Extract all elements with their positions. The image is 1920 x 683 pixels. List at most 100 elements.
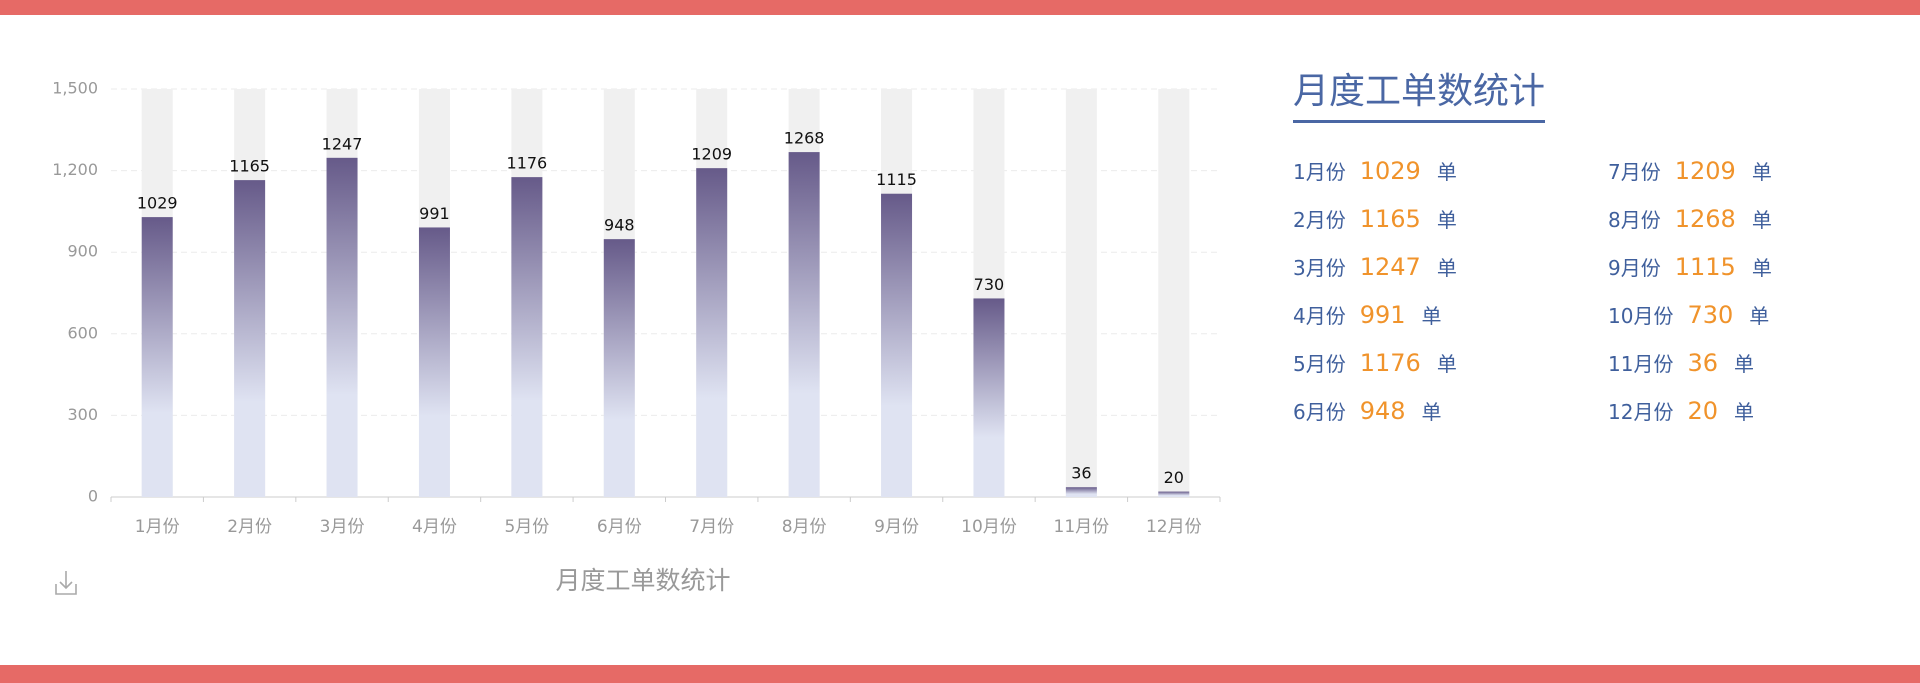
summary-row: 1月份 1029 单 [1293,156,1457,185]
summary-unit: 单 [1751,160,1772,184]
y-tick-label: 300 [67,405,98,424]
bar [696,168,728,498]
bar [1065,487,1097,497]
bar [511,177,543,498]
bar [603,239,635,498]
value-label: 1165 [229,157,270,176]
value-label: 1209 [691,145,732,164]
summary-label: 10月份 [1608,304,1674,328]
bar-track [1158,89,1190,497]
x-tick-label: 9月份 [874,517,919,537]
x-tick-label: 3月份 [320,517,365,537]
x-tick-label: 2月份 [227,517,272,537]
summary-value: 36 [1687,349,1718,377]
x-tick-label: 6月份 [597,517,642,537]
summary-row: 8月份 1268 单 [1608,204,1772,233]
summary-label: 6月份 [1293,400,1346,424]
summary-value: 730 [1687,301,1734,329]
download-arrow [59,571,73,590]
value-label: 948 [604,216,635,235]
bar [418,227,450,497]
summary-label: 7月份 [1608,160,1661,184]
summary-label: 8月份 [1608,208,1661,232]
x-tick-label: 4月份 [412,517,457,537]
summary-value: 1209 [1674,157,1736,185]
bar [788,152,820,497]
summary-value: 1268 [1674,205,1736,233]
summary-unit: 单 [1421,304,1442,328]
summary-row: 2月份 1165 单 [1293,204,1457,233]
y-tick-label: 0 [88,487,98,506]
value-label: 1176 [507,154,548,173]
summary-unit: 单 [1436,160,1457,184]
summary-unit: 单 [1734,400,1754,424]
summary-row: 10月份 730 单 [1608,300,1769,329]
value-label: 1247 [322,134,363,153]
chart: 月度工单数统计 0 300 600 900 1,200 1,500 1月份 1029 2月份 11… [52,79,1221,595]
summary-unit: 单 [1751,256,1772,280]
summary-row: 4月份 991 单 [1293,300,1442,329]
summary-unit: 单 [1734,352,1754,376]
summary-row: 3月份 1247 单 [1293,252,1457,281]
value-label: 991 [419,204,450,223]
summary-unit: 单 [1436,208,1457,232]
summary-unit: 单 [1749,304,1770,328]
x-tick-label: 1月份 [135,517,180,537]
summary-label: 4月份 [1293,304,1346,328]
summary-unit: 单 [1751,208,1772,232]
summary-value: 991 [1359,301,1406,329]
summary-unit: 单 [1436,352,1457,376]
value-label: 1268 [784,129,825,148]
summary-unit: 单 [1421,400,1442,424]
top-band [0,0,1920,15]
bottom-band [0,665,1920,683]
summary-row: 11月份 36 单 [1608,348,1754,377]
summary-label: 3月份 [1293,256,1346,280]
bar-track [1065,89,1097,497]
x-tick-label: 12月份 [1146,517,1202,537]
value-label: 1115 [876,170,917,189]
value-label: 730 [974,275,1005,294]
summary-value: 1247 [1359,253,1421,281]
download-icon[interactable] [55,571,77,595]
summary-value: 948 [1359,397,1406,425]
summary-row: 7月份 1209 单 [1608,156,1772,185]
summary-label: 12月份 [1608,400,1674,424]
summary-value: 1176 [1359,349,1421,377]
download-tray [55,584,77,595]
summary-label: 9月份 [1608,256,1661,280]
y-tick-label: 900 [67,242,98,261]
summary-value: 1165 [1359,205,1421,233]
summary-panel: 月度工单数统计 1月份 1029 单 2月份 1165 单 3月份 1247 单 4月份 991 单 5… [1293,62,1893,425]
summary-row: 6月份 948 单 [1293,396,1442,425]
x-tick-label: 7月份 [689,517,734,537]
summary-label: 1月份 [1293,160,1346,184]
chart-title: 月度工单数统计 [555,566,730,595]
y-tick-label: 1,500 [52,79,98,98]
bar [881,193,913,497]
summary-label: 11月份 [1608,352,1674,376]
summary-value: 20 [1687,397,1718,425]
summary-title: 月度工单数统计 [1293,62,1546,123]
x-tick-label: 8月份 [782,517,827,537]
value-label: 20 [1164,468,1184,487]
y-tick-label: 1,200 [52,160,98,179]
summary-unit: 单 [1436,256,1457,280]
x-tick-label: 11月份 [1054,517,1110,537]
summary-value: 1115 [1674,253,1736,281]
value-label: 1029 [137,194,178,213]
summary-row: 12月份 20 单 [1608,396,1754,425]
y-tick-label: 600 [67,323,98,342]
summary-value: 1029 [1359,157,1421,185]
x-tick-label: 10月份 [961,517,1017,537]
bar [973,298,1005,497]
summary-label: 5月份 [1293,352,1346,376]
summary-row: 9月份 1115 单 [1608,252,1772,281]
bar [1158,491,1190,497]
bar [234,180,266,497]
bar [141,217,173,497]
summary-label: 2月份 [1293,208,1346,232]
bar [326,157,358,498]
x-tick-label: 5月份 [504,517,549,537]
